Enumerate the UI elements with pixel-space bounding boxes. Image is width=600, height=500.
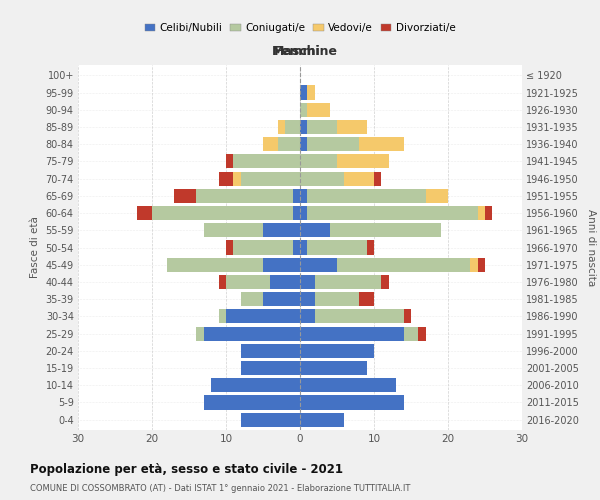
Bar [300, 223, 329, 238]
Bar [241, 292, 263, 306]
Bar [359, 137, 404, 152]
Bar [300, 310, 315, 324]
Bar [470, 258, 478, 272]
Bar [167, 258, 263, 272]
Bar [233, 240, 293, 254]
Bar [300, 172, 344, 185]
Bar [300, 275, 315, 289]
Bar [263, 223, 300, 238]
Bar [300, 378, 396, 392]
Bar [307, 102, 329, 117]
Bar [337, 154, 389, 168]
Bar [315, 292, 359, 306]
Bar [293, 189, 300, 203]
Bar [204, 326, 300, 340]
Bar [300, 326, 404, 340]
Text: Femmine: Femmine [274, 44, 338, 58]
Bar [211, 378, 300, 392]
Bar [263, 258, 300, 272]
Bar [300, 361, 367, 375]
Text: COMUNE DI COSSOMBRATO (AT) - Dati ISTAT 1° gennaio 2021 - Elaborazione TUTTITALI: COMUNE DI COSSOMBRATO (AT) - Dati ISTAT … [30, 484, 410, 493]
Bar [418, 326, 426, 340]
Bar [300, 396, 404, 409]
Bar [300, 292, 315, 306]
Bar [226, 275, 271, 289]
Bar [307, 189, 426, 203]
Bar [278, 120, 285, 134]
Bar [359, 292, 374, 306]
Bar [367, 240, 374, 254]
Bar [293, 240, 300, 254]
Bar [315, 275, 382, 289]
Bar [241, 172, 300, 185]
Bar [374, 172, 382, 185]
Bar [300, 137, 307, 152]
Bar [196, 189, 293, 203]
Bar [278, 137, 300, 152]
Bar [226, 240, 233, 254]
Bar [233, 172, 241, 185]
Bar [478, 258, 485, 272]
Bar [300, 240, 307, 254]
Bar [315, 310, 404, 324]
Bar [196, 326, 204, 340]
Bar [300, 154, 337, 168]
Bar [285, 120, 300, 134]
Bar [300, 102, 307, 117]
Bar [307, 240, 367, 254]
Bar [426, 189, 448, 203]
Bar [344, 172, 374, 185]
Bar [307, 206, 478, 220]
Bar [307, 137, 359, 152]
Bar [300, 206, 307, 220]
Bar [174, 189, 196, 203]
Bar [226, 154, 233, 168]
Bar [241, 361, 300, 375]
Bar [218, 172, 233, 185]
Bar [300, 189, 307, 203]
Bar [478, 206, 485, 220]
Bar [271, 275, 300, 289]
Text: Maschi: Maschi [272, 44, 320, 58]
Bar [218, 275, 226, 289]
Bar [263, 137, 278, 152]
Bar [300, 86, 307, 100]
Bar [485, 206, 493, 220]
Bar [300, 120, 307, 134]
Bar [226, 310, 300, 324]
Bar [307, 86, 315, 100]
Legend: Celibi/Nubili, Coniugati/e, Vedovi/e, Divorziati/e: Celibi/Nubili, Coniugati/e, Vedovi/e, Di… [140, 19, 460, 38]
Y-axis label: Fasce di età: Fasce di età [30, 216, 40, 278]
Bar [137, 206, 152, 220]
Bar [241, 412, 300, 426]
Bar [404, 326, 418, 340]
Y-axis label: Anni di nascita: Anni di nascita [586, 209, 596, 286]
Bar [382, 275, 389, 289]
Bar [404, 310, 411, 324]
Bar [152, 206, 293, 220]
Bar [300, 344, 374, 358]
Bar [329, 223, 440, 238]
Bar [204, 223, 263, 238]
Text: Popolazione per età, sesso e stato civile - 2021: Popolazione per età, sesso e stato civil… [30, 462, 343, 475]
Bar [204, 396, 300, 409]
Bar [300, 412, 344, 426]
Bar [293, 206, 300, 220]
Bar [337, 120, 367, 134]
Bar [233, 154, 300, 168]
Bar [241, 344, 300, 358]
Bar [218, 310, 226, 324]
Bar [337, 258, 470, 272]
Bar [300, 258, 337, 272]
Bar [263, 292, 300, 306]
Bar [307, 120, 337, 134]
